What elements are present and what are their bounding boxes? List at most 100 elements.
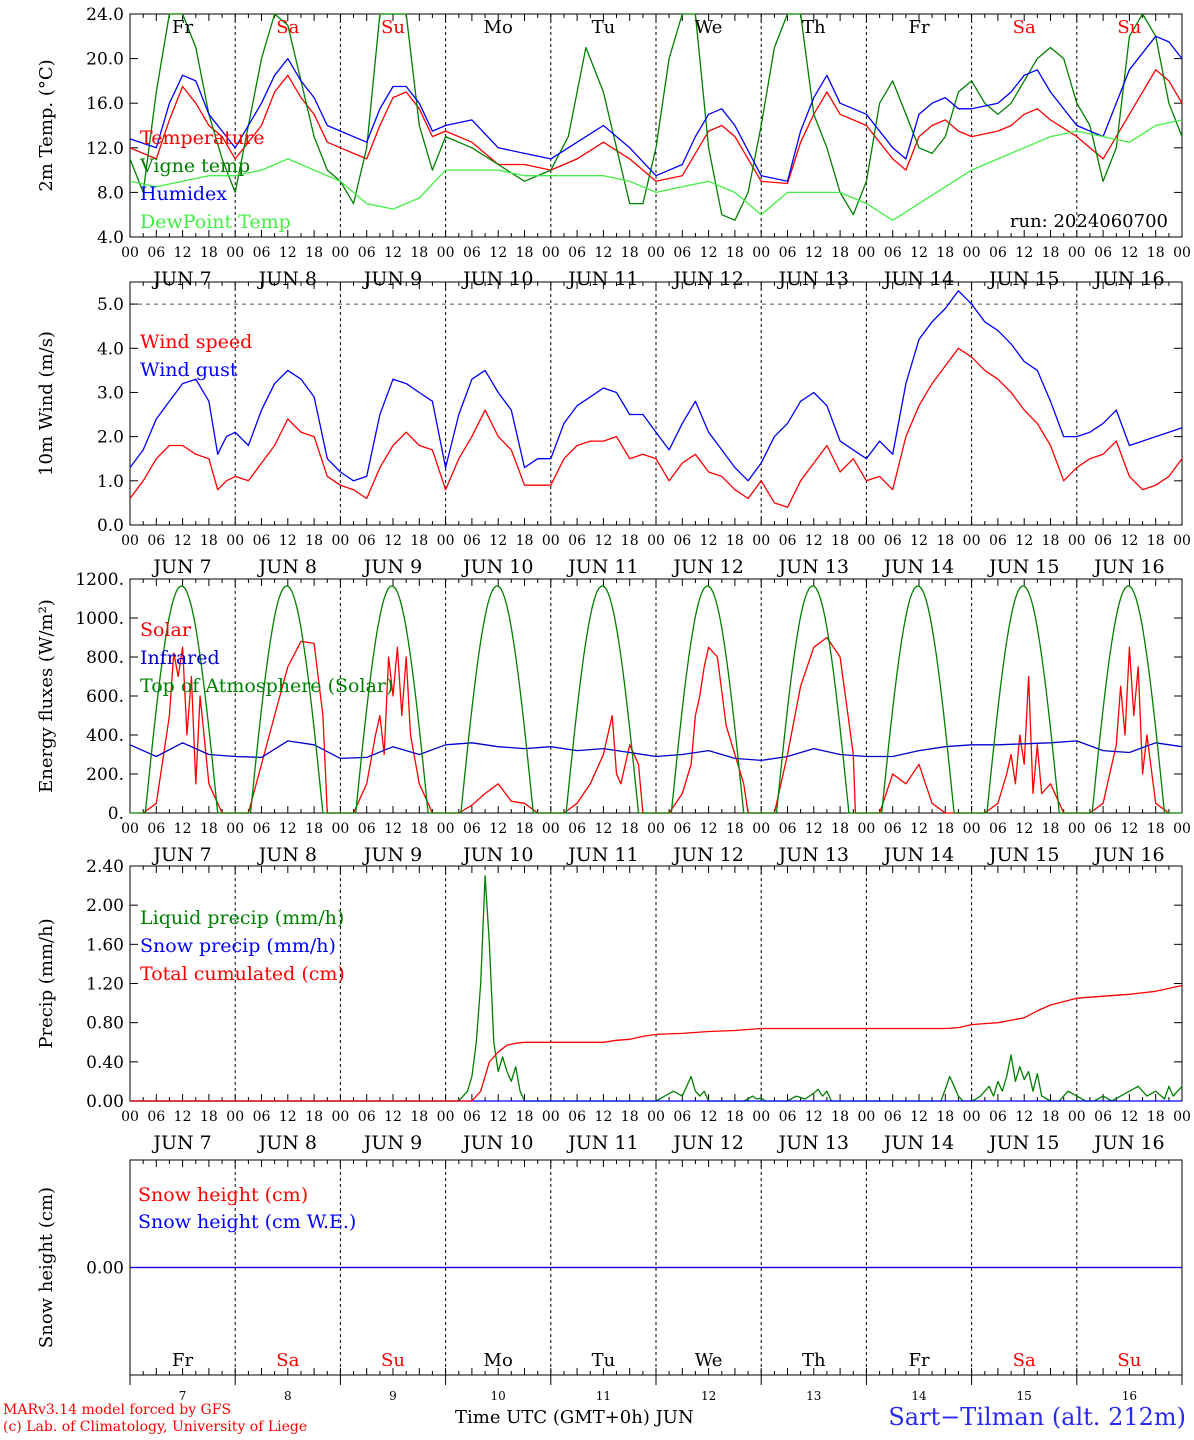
weekday-label: Th — [802, 1350, 826, 1371]
panel-1: 4.0 8.0 12.0 16.0 20.0 24.0 2m Temp. (°C) Tempe… — [36, 5, 1191, 290]
x-hour-label: 00 — [542, 1109, 560, 1125]
x-hour-label: 06 — [253, 821, 271, 837]
weekday-label: Sa — [1013, 17, 1036, 38]
x-hour-label: 12 — [384, 245, 402, 261]
legend-entry: Liquid precip (mm/h) — [140, 907, 344, 929]
x-hour-label: 18 — [410, 1109, 428, 1125]
x-hour-label: 00 — [647, 533, 665, 549]
x-hour-label: 12 — [279, 245, 297, 261]
weekday-label: Sa — [276, 17, 299, 38]
x-hour-label: 12 — [489, 245, 507, 261]
x-date-label: JUN 16 — [1092, 1132, 1164, 1154]
x-date-label: JUN 7 — [151, 844, 211, 866]
weekday-label: Fr — [908, 17, 929, 38]
x-hour-label: 18 — [1042, 821, 1060, 837]
x-axis-ticks — [129, 282, 1183, 525]
legend-entry: Humidex — [140, 183, 227, 205]
x-axis-title: Time UTC (GMT+0h) JUN — [455, 1407, 694, 1428]
y-tick-label: 1.20 — [86, 975, 124, 995]
y-tick-label: 0. — [108, 804, 124, 824]
y-tick-label: 0.40 — [86, 1053, 124, 1073]
x-date-label: JUN 10 — [461, 844, 533, 866]
x-hour-label: 18 — [726, 245, 744, 261]
x-hour-label: 18 — [410, 245, 428, 261]
x-hour-label: 00 — [437, 1109, 455, 1125]
x-hour-label: 18 — [305, 533, 323, 549]
weekday-label: Sa — [1013, 1350, 1036, 1371]
x-hour-label: 06 — [673, 821, 691, 837]
x-hour-label: 06 — [253, 533, 271, 549]
x-hour-label: 00 — [1173, 245, 1191, 261]
y-tick-label: 3.0 — [97, 383, 124, 403]
x-hour-label: 00 — [647, 245, 665, 261]
x-hour-label: 06 — [884, 533, 902, 549]
x-hour-label: 12 — [910, 533, 928, 549]
y-tick-label: 8.0 — [97, 183, 124, 203]
legend-entry: DewPoint Temp — [140, 211, 291, 233]
x-hour-label: 06 — [253, 245, 271, 261]
x-hour-label: 00 — [437, 533, 455, 549]
x-hour-label: 12 — [1015, 821, 1033, 837]
x-date-label: JUN 7 — [151, 1132, 211, 1154]
weekday-label: We — [695, 17, 723, 38]
x-hour-label: 06 — [463, 821, 481, 837]
x-hour-label: 06 — [147, 533, 165, 549]
x-hour-label: 12 — [1120, 533, 1138, 549]
x-hour-label: 12 — [489, 533, 507, 549]
x-hour-label: 12 — [1015, 245, 1033, 261]
x-hour-label: 06 — [568, 1109, 586, 1125]
weekday-label: Su — [381, 1350, 405, 1371]
series-line-total-cumulated-cm — [130, 984, 1183, 1102]
panel-5: 0.00 Snow height (cm) Snow height (cm) Snow… — [36, 1159, 1183, 1376]
x-hour-label: 06 — [989, 1109, 1007, 1125]
x-hour-label: 12 — [1120, 1109, 1138, 1125]
x-hour-label: 12 — [594, 245, 612, 261]
x-hour-label: 06 — [1094, 245, 1112, 261]
series-line-top-of-atmosphere-solar — [130, 585, 1182, 814]
x-hour-label: 18 — [305, 1109, 323, 1125]
x-hour-label: 06 — [779, 1109, 797, 1125]
x-hour-label: 18 — [726, 1109, 744, 1125]
x-hour-label: 00 — [121, 245, 139, 261]
x-hour-label: 06 — [568, 821, 586, 837]
x-hour-label: 12 — [700, 821, 718, 837]
day-number-label: 14 — [911, 1389, 927, 1403]
x-hour-label: 06 — [673, 533, 691, 549]
x-hour-label: 00 — [1068, 533, 1086, 549]
y-axis-label: 10m Wind (m/s) — [36, 331, 57, 476]
x-hour-label: 00 — [647, 1109, 665, 1125]
x-hour-label: 18 — [621, 1109, 639, 1125]
x-hour-label: 00 — [437, 821, 455, 837]
weekday-label: Tu — [592, 17, 616, 38]
x-date-label: JUN 16 — [1092, 556, 1164, 578]
x-hour-label: 00 — [226, 533, 244, 549]
legend-entry: Top of Atmosphere (Solar) — [140, 675, 393, 697]
weekday-label: Fr — [908, 1350, 929, 1371]
x-hour-label: 12 — [1015, 1109, 1033, 1125]
x-hour-label: 06 — [884, 821, 902, 837]
y-tick-label: 16.0 — [86, 94, 124, 114]
legend-entry: Snow height (cm) — [138, 1184, 308, 1206]
x-hour-label: 06 — [1094, 1109, 1112, 1125]
x-hour-label: 18 — [1147, 821, 1165, 837]
x-hour-label: 00 — [752, 821, 770, 837]
x-hour-label: 00 — [226, 1109, 244, 1125]
y-tick-label: 5.0 — [97, 295, 124, 315]
weekday-label: Mo — [484, 1350, 513, 1371]
x-hour-label: 12 — [594, 1109, 612, 1125]
x-hour-label: 06 — [989, 533, 1007, 549]
day-number-label: 10 — [491, 1389, 506, 1403]
weekday-label: Su — [381, 17, 405, 38]
x-hour-label: 18 — [1147, 1109, 1165, 1125]
x-date-label: JUN 14 — [882, 268, 954, 290]
day-number-label: 7 — [179, 1389, 187, 1403]
x-hour-label: 06 — [989, 821, 1007, 837]
y-tick-label: 2.40 — [86, 857, 124, 877]
x-hour-label: 00 — [121, 821, 139, 837]
x-hour-label: 12 — [700, 245, 718, 261]
weekday-label: We — [695, 1350, 723, 1371]
x-hour-label: 18 — [1147, 533, 1165, 549]
legend-entry: Vigne temp — [139, 155, 250, 177]
x-date-label: JUN 11 — [566, 268, 638, 290]
x-hour-label: 00 — [437, 245, 455, 261]
